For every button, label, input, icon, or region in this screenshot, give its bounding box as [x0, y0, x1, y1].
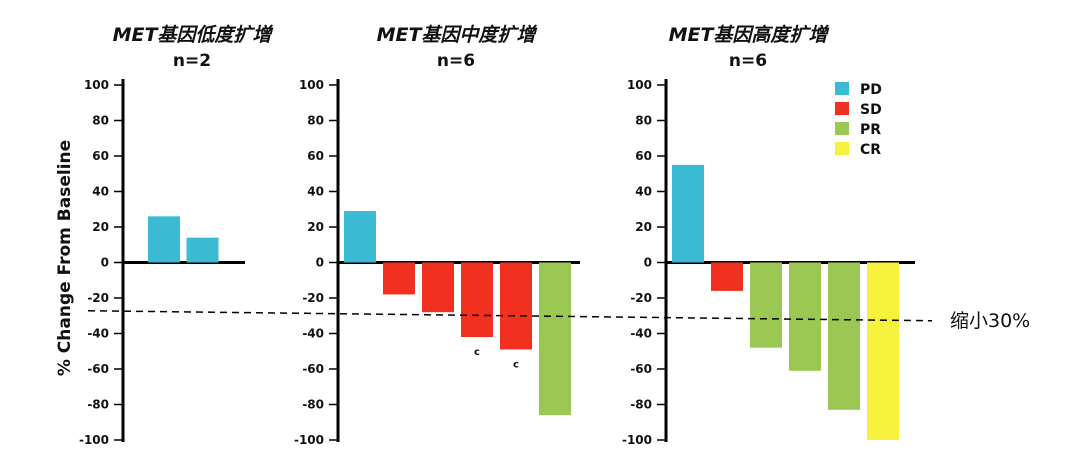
- bar-annotation: c: [474, 347, 480, 358]
- bar-pd: [344, 211, 376, 263]
- y-tick-label: -60: [87, 362, 109, 376]
- y-tick-label: 20: [635, 220, 652, 234]
- y-tick-label: 0: [101, 256, 109, 270]
- panel-1: MET基因低度扩增 n=2 100 80 60 40 20 0 -20 -40 -60 -80 -100: [79, 24, 273, 447]
- legend-swatch-cr: [835, 142, 849, 155]
- y-tick-label: -60: [302, 362, 324, 376]
- y-tick-label: -80: [87, 398, 109, 412]
- y-tick-label: -20: [630, 291, 652, 305]
- legend-label-pd: PD: [860, 82, 882, 98]
- panel-3: MET基因高度扩增 n=6 100 80 60 40 20 0 -20 -40 -60 -80 -100: [622, 24, 915, 447]
- panel-n-label: n=2: [173, 51, 211, 71]
- y-tick-label: 40: [635, 185, 652, 199]
- y-tick-label: 40: [307, 185, 324, 199]
- y-tick-label: 60: [635, 149, 652, 163]
- bar-pr: [750, 262, 782, 348]
- bar-pd: [672, 164, 704, 263]
- y-tick-label: 80: [635, 114, 652, 128]
- y-tick-label: -80: [630, 398, 652, 412]
- bar-sd: [461, 262, 493, 338]
- panel-title: MET基因中度扩增: [377, 24, 538, 46]
- y-tick-label: 100: [627, 78, 652, 92]
- y-tick-label: 40: [92, 185, 109, 199]
- legend-swatch-pd: [835, 82, 849, 95]
- bar-sd: [711, 262, 743, 291]
- bar-pr: [789, 262, 821, 371]
- y-tick-label: 20: [307, 220, 324, 234]
- legend-swatch-pr: [835, 122, 849, 135]
- y-tick-label: 60: [92, 149, 109, 163]
- y-tick-label: -40: [630, 327, 652, 341]
- bar-annotation: c: [513, 359, 519, 370]
- legend-label-sd: SD: [860, 102, 882, 118]
- y-tick-label: -60: [630, 362, 652, 376]
- y-tick-label: 80: [307, 114, 324, 128]
- panel-n-label: n=6: [437, 51, 475, 71]
- bar-pd: [148, 216, 180, 263]
- bar-pr: [539, 262, 571, 416]
- bar-cr: [867, 262, 899, 440]
- y-tick-label: 100: [84, 78, 109, 92]
- y-tick-label: 20: [92, 220, 109, 234]
- legend: PD SD PR CR: [835, 82, 882, 158]
- y-axis-label: % Change From Baseline: [55, 140, 75, 376]
- y-tick-label: 0: [316, 256, 324, 270]
- legend-swatch-sd: [835, 102, 849, 115]
- y-tick-label: -100: [294, 433, 324, 447]
- bar-sd: [500, 262, 532, 350]
- panel-title: MET基因低度扩增: [113, 24, 274, 46]
- bar-sd: [422, 262, 454, 313]
- y-tick-label: 100: [299, 78, 324, 92]
- y-tick-label: -20: [302, 291, 324, 305]
- bar-pr: [828, 262, 860, 410]
- y-tick-label: 80: [92, 114, 109, 128]
- threshold-label: 缩小30%: [950, 310, 1030, 332]
- legend-label-pr: PR: [860, 122, 881, 138]
- y-tick-label: -20: [87, 291, 109, 305]
- y-tick-label: 60: [307, 149, 324, 163]
- y-tick-label: -100: [79, 433, 109, 447]
- panel-n-label: n=6: [729, 51, 767, 71]
- y-tick-label: -80: [302, 398, 324, 412]
- y-tick-label: -40: [302, 327, 324, 341]
- bar-sd: [383, 262, 415, 295]
- legend-label-cr: CR: [860, 142, 881, 158]
- bar-pd: [186, 237, 219, 263]
- panels-layer: MET基因低度扩增 n=2 100 80 60 40 20 0 -20 -40 -60 -80 -100…: [79, 24, 915, 447]
- y-tick-label: 0: [644, 256, 652, 270]
- threshold-line: [87, 310, 933, 322]
- panel-title: MET基因高度扩增: [669, 24, 830, 46]
- y-tick-label: -40: [87, 327, 109, 341]
- y-tick-label: -100: [622, 433, 652, 447]
- panel-2: MET基因中度扩增 n=6 100 80 60 40 20 0 -20 -40 -60 -80 -100…: [294, 24, 580, 447]
